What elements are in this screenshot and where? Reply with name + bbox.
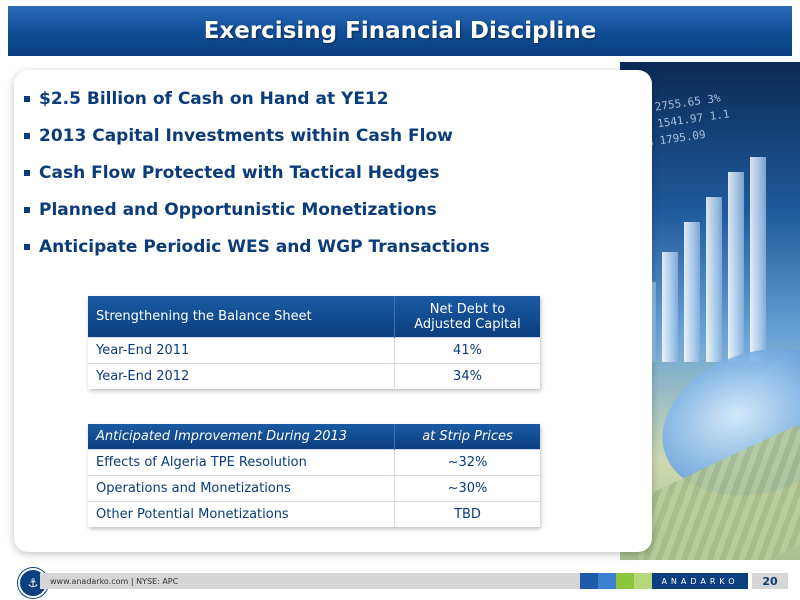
row-label: Year-End 2012 bbox=[88, 363, 395, 389]
color-block bbox=[616, 573, 634, 589]
slide-title: Exercising Financial Discipline bbox=[203, 18, 597, 44]
bullet-list: $2.5 Billion of Cash on Hand at YE12 201… bbox=[24, 80, 490, 265]
balance-sheet-table: Strengthening the Balance Sheet Net Debt… bbox=[88, 296, 540, 389]
row-label: Operations and Monetizations bbox=[88, 475, 395, 502]
table-header-cell: Net Debt to Adjusted Capital bbox=[394, 296, 540, 338]
bullet-text: 2013 Capital Investments within Cash Flo… bbox=[39, 125, 453, 146]
bullet-text: Planned and Opportunistic Monetizations bbox=[39, 199, 437, 220]
bullet-square-icon bbox=[24, 207, 30, 213]
table-row: Operations and Monetizations ~30% bbox=[88, 475, 540, 502]
header-line: Adjusted Capital bbox=[414, 316, 521, 332]
row-value: 41% bbox=[394, 337, 540, 364]
row-label: Year-End 2011 bbox=[88, 337, 395, 364]
row-value: ~30% bbox=[394, 475, 540, 502]
row-label: Effects of Algeria TPE Resolution bbox=[88, 449, 395, 476]
color-block bbox=[598, 573, 616, 589]
bullet-square-icon bbox=[24, 133, 30, 139]
footer-color-blocks bbox=[580, 573, 652, 589]
bar-graphic bbox=[640, 152, 800, 362]
bullet-text: $2.5 Billion of Cash on Hand at YE12 bbox=[39, 88, 389, 109]
row-label: Other Potential Monetizations bbox=[88, 501, 395, 527]
row-value: ~32% bbox=[394, 449, 540, 476]
bar-graphic-bar bbox=[706, 197, 722, 362]
bullet-item: Anticipate Periodic WES and WGP Transact… bbox=[24, 228, 490, 265]
table-row: Year-End 2011 41% bbox=[88, 337, 540, 364]
color-block bbox=[580, 573, 598, 589]
color-block bbox=[634, 573, 652, 589]
table-row: Effects of Algeria TPE Resolution ~32% bbox=[88, 449, 540, 476]
bullet-square-icon bbox=[24, 170, 30, 176]
header-line: Net Debt to bbox=[429, 301, 506, 317]
bar-graphic-bar bbox=[728, 172, 744, 362]
table-header-row: Anticipated Improvement During 2013 at S… bbox=[88, 424, 540, 450]
bullet-item: $2.5 Billion of Cash on Hand at YE12 bbox=[24, 80, 490, 117]
bullet-square-icon bbox=[24, 96, 30, 102]
footer-text: www.anadarko.com | NYSE: APC bbox=[50, 576, 179, 586]
title-bar: Exercising Financial Discipline bbox=[8, 6, 792, 56]
footer-bar: www.anadarko.com | NYSE: APC bbox=[40, 573, 580, 589]
bar-graphic-bar bbox=[684, 222, 700, 362]
table-row: Year-End 2012 34% bbox=[88, 363, 540, 389]
content-card: $2.5 Billion of Cash on Hand at YE12 201… bbox=[14, 70, 652, 552]
bullet-text: Anticipate Periodic WES and WGP Transact… bbox=[39, 236, 490, 257]
table-header-cell: Anticipated Improvement During 2013 bbox=[88, 424, 395, 450]
table-header-cell: Strengthening the Balance Sheet bbox=[88, 296, 395, 338]
bullet-item: Planned and Opportunistic Monetizations bbox=[24, 191, 490, 228]
bullet-text: Cash Flow Protected with Tactical Hedges bbox=[39, 162, 440, 183]
row-value: 34% bbox=[394, 363, 540, 389]
bullet-square-icon bbox=[24, 244, 30, 250]
improvement-table: Anticipated Improvement During 2013 at S… bbox=[88, 424, 540, 527]
row-value: TBD bbox=[394, 501, 540, 527]
table-header-cell: at Strip Prices bbox=[394, 424, 540, 450]
page-number: 20 bbox=[752, 573, 788, 589]
brand-label: ANADARKO bbox=[652, 573, 748, 589]
bullet-item: Cash Flow Protected with Tactical Hedges bbox=[24, 154, 490, 191]
bar-graphic-bar bbox=[750, 157, 766, 362]
bar-graphic-bar bbox=[662, 252, 678, 362]
bullet-item: 2013 Capital Investments within Cash Flo… bbox=[24, 117, 490, 154]
table-row: Other Potential Monetizations TBD bbox=[88, 501, 540, 527]
table-header-row: Strengthening the Balance Sheet Net Debt… bbox=[88, 296, 540, 338]
